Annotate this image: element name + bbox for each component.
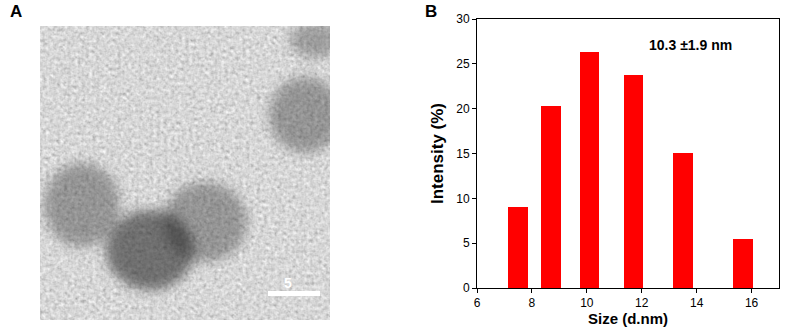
svg-text:5: 5 bbox=[463, 236, 470, 250]
svg-text:30: 30 bbox=[456, 12, 470, 26]
svg-text:0: 0 bbox=[463, 281, 470, 295]
svg-text:Intensity (%): Intensity (%) bbox=[428, 103, 447, 204]
svg-text:14: 14 bbox=[690, 296, 704, 310]
svg-text:8: 8 bbox=[529, 296, 536, 310]
svg-text:10: 10 bbox=[580, 296, 594, 310]
svg-text:25: 25 bbox=[456, 57, 470, 71]
svg-text:20: 20 bbox=[456, 102, 470, 116]
svg-text:10: 10 bbox=[456, 192, 470, 206]
svg-text:16: 16 bbox=[745, 296, 759, 310]
svg-text:6: 6 bbox=[474, 296, 481, 310]
html-text:A: A bbox=[10, 2, 23, 21]
svg-text:Size (d.nm): Size (d.nm) bbox=[588, 310, 668, 327]
svg-text:10.3 ±1.9 nm: 10.3 ±1.9 nm bbox=[649, 37, 732, 53]
html-text:B: B bbox=[425, 2, 438, 21]
svg-text:12: 12 bbox=[635, 296, 649, 310]
svg-text:15: 15 bbox=[456, 147, 470, 161]
svg-text:5: 5 bbox=[284, 275, 292, 291]
